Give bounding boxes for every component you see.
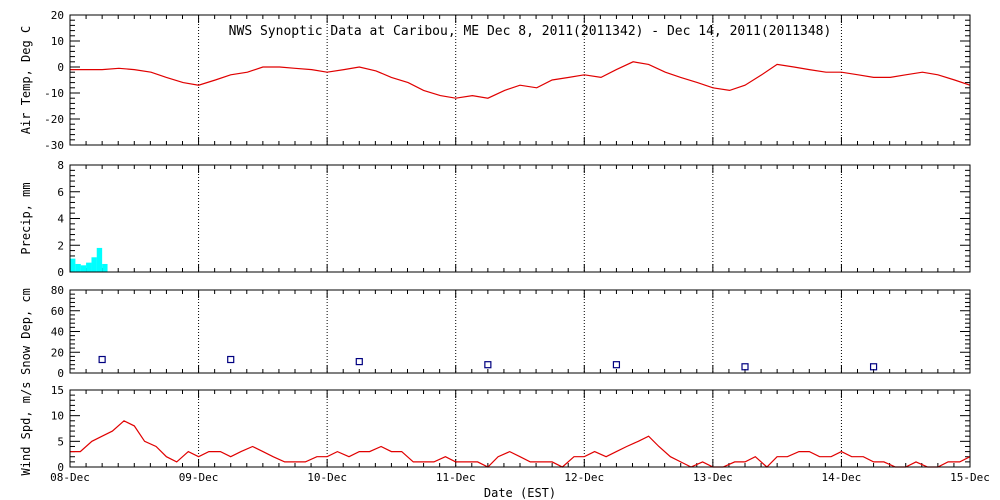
precip-bar bbox=[70, 258, 76, 272]
x-tick-label: 08-Dec bbox=[50, 471, 90, 484]
y-axis-label: Snow Dep, cm bbox=[19, 288, 33, 375]
y-tick-label: -30 bbox=[44, 139, 64, 152]
y-tick-label: 0 bbox=[57, 61, 64, 74]
y-tick-label: 6 bbox=[57, 186, 64, 199]
panel-frame bbox=[69, 14, 971, 146]
precip-bar bbox=[96, 247, 103, 272]
y-tick-label: 20 bbox=[51, 9, 64, 22]
panel-frame bbox=[69, 289, 971, 374]
x-tick-label: 14-Dec bbox=[822, 471, 862, 484]
y-tick-label: 2 bbox=[57, 239, 64, 252]
x-tick-label: 13-Dec bbox=[693, 471, 733, 484]
x-tick-label: 11-Dec bbox=[436, 471, 476, 484]
y-tick-label: 10 bbox=[51, 35, 64, 48]
air-temp-line bbox=[70, 61, 971, 99]
x-tick-label: 09-Dec bbox=[179, 471, 219, 484]
y-tick-label: 60 bbox=[51, 305, 64, 318]
x-tick-label: 12-Dec bbox=[564, 471, 604, 484]
y-tick-label: -20 bbox=[44, 113, 64, 126]
precip-bar bbox=[91, 257, 97, 272]
x-tick-label: 15-Dec bbox=[950, 471, 990, 484]
y-tick-label: 0 bbox=[57, 461, 64, 474]
snow-depth-marker bbox=[869, 363, 878, 371]
y-tick-label: 15 bbox=[51, 384, 64, 397]
snow-depth-marker bbox=[98, 355, 106, 364]
y-tick-label: 80 bbox=[51, 284, 64, 297]
precip-bar bbox=[86, 262, 92, 272]
y-axis-label: Precip, mm bbox=[19, 182, 33, 254]
snow-depth-marker bbox=[227, 355, 235, 364]
panel-frame bbox=[69, 164, 971, 273]
y-axis-label: Wind Spd, m/s bbox=[19, 382, 33, 476]
panel-frame bbox=[69, 389, 971, 468]
x-axis-label: Date (EST) bbox=[484, 486, 556, 500]
precip-bar bbox=[80, 265, 87, 272]
snow-depth-marker bbox=[741, 363, 749, 371]
y-tick-label: 0 bbox=[57, 266, 64, 279]
y-tick-label: 4 bbox=[57, 213, 64, 226]
x-tick-label: 10-Dec bbox=[307, 471, 347, 484]
snow-depth-marker bbox=[484, 361, 492, 369]
precip-bar bbox=[102, 263, 108, 272]
snow-depth-marker bbox=[612, 361, 621, 369]
precip-bar bbox=[75, 263, 81, 272]
y-tick-label: 20 bbox=[51, 346, 64, 359]
y-axis-label: Air Temp, Deg C bbox=[19, 26, 33, 134]
y-tick-label: -10 bbox=[44, 87, 64, 100]
y-tick-label: 10 bbox=[51, 410, 64, 423]
y-tick-label: 40 bbox=[51, 326, 64, 339]
y-tick-label: 8 bbox=[57, 159, 64, 172]
wind-speed-line bbox=[70, 420, 971, 468]
y-tick-label: 5 bbox=[57, 435, 64, 448]
y-tick-label: 0 bbox=[57, 367, 64, 380]
snow-depth-marker bbox=[355, 357, 363, 366]
chart-title: NWS Synoptic Data at Caribou, ME Dec 8, … bbox=[229, 24, 832, 39]
